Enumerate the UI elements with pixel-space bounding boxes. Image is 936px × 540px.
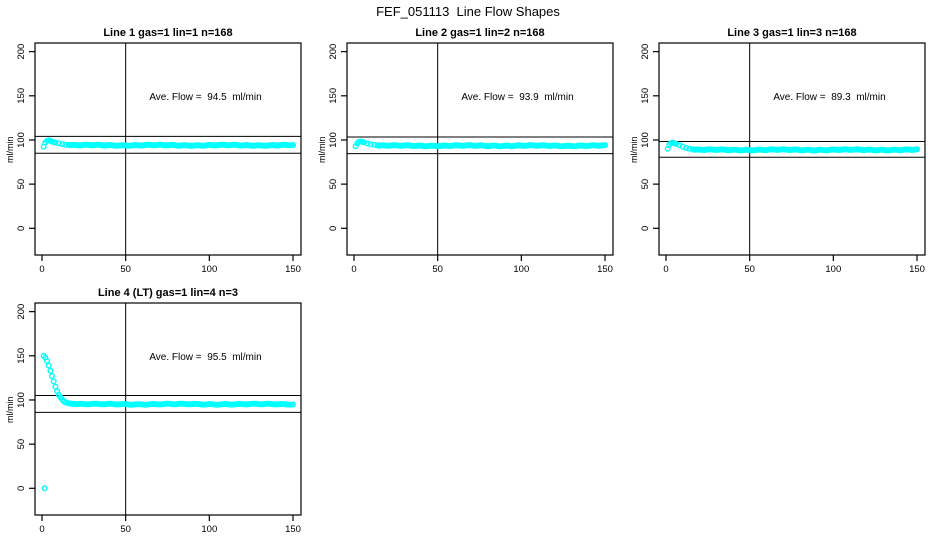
- y-axis-tick-label: 50: [640, 179, 651, 190]
- data-point: [50, 378, 57, 385]
- reference-lines: [35, 43, 301, 255]
- x-axis: 0 50 100 150: [663, 255, 925, 275]
- y-axis-tick-label: 150: [16, 348, 27, 364]
- y-axis-tick-label: 0: [16, 486, 27, 491]
- y-axis-tick-label: 0: [16, 226, 27, 231]
- y-axis-tick-label: 50: [16, 179, 27, 190]
- x-axis: 0 50 100 150: [39, 515, 301, 535]
- y-axis-tick-label: 50: [16, 439, 27, 450]
- x-axis-tick-label: 150: [285, 524, 301, 535]
- x-axis-tick-label: 100: [513, 264, 529, 275]
- panel-title: Line 4 (LT) gas=1 lin=4 n=3: [97, 287, 239, 299]
- ave-flow-annotation: Ave. Flow = 94.5 ml/min: [149, 92, 262, 103]
- y-axis: 0 50 100 150 200: [16, 44, 35, 231]
- x-axis-tick-label: 0: [39, 264, 44, 275]
- y-axis-tick-label: 150: [640, 88, 651, 104]
- data-point: [602, 142, 609, 149]
- data-point: [47, 367, 54, 374]
- y-axis-tick-label: 150: [16, 88, 27, 104]
- x-axis-tick-label: 0: [663, 264, 668, 275]
- data-point: [676, 142, 683, 149]
- y-axis: 0 50 100 150 200: [328, 44, 347, 231]
- data-point: [290, 141, 297, 148]
- data-point: [364, 140, 371, 147]
- data-series: [664, 139, 921, 154]
- panel-line-2: Line 2 gas=1 lin=2 n=168 Ave. Flow = 93.…: [312, 20, 614, 278]
- x-axis-tick-label: 50: [120, 524, 131, 535]
- x-axis: 0 50 100 150: [351, 255, 613, 275]
- x-axis-tick-label: 150: [285, 264, 301, 275]
- y-axis-tick-label: 0: [640, 226, 651, 231]
- panel-title: Line 3 gas=1 lin=3 n=168: [727, 27, 857, 39]
- y-axis-tick-label: 150: [328, 88, 339, 104]
- y-axis-tick-label: 100: [328, 132, 339, 148]
- x-axis-tick-label: 50: [744, 264, 755, 275]
- x-axis-tick-label: 100: [201, 524, 217, 535]
- data-point: [49, 373, 56, 380]
- panel-title: Line 1 gas=1 lin=1 n=168: [103, 27, 233, 39]
- plot-frame: [34, 42, 302, 256]
- plot-frame: [34, 302, 302, 516]
- plot-area: 0 50 100 150 0 50 100 150 200: [328, 42, 614, 275]
- x-axis-tick-label: 150: [597, 264, 613, 275]
- data-point: [41, 485, 48, 492]
- ave-flow-annotation: Ave. Flow = 93.9 ml/min: [461, 92, 574, 103]
- plot-frame: [346, 42, 614, 256]
- y-axis-tick-label: 100: [16, 132, 27, 148]
- plot-area: 0 50 100 150 0 50 100 150 200: [16, 302, 302, 535]
- data-point: [914, 146, 921, 153]
- reference-lines: [35, 303, 301, 515]
- x-axis-tick-label: 150: [909, 264, 925, 275]
- x-axis-tick-label: 100: [825, 264, 841, 275]
- y-axis: 0 50 100 150 200: [16, 304, 35, 491]
- panel-line-3: Line 3 gas=1 lin=3 n=168 Ave. Flow = 89.…: [624, 20, 926, 278]
- data-point: [683, 144, 690, 151]
- y-axis-tick-label: 200: [328, 44, 339, 60]
- y-axis-tick-label: 100: [640, 132, 651, 148]
- data-point: [52, 139, 59, 146]
- data-point: [45, 362, 52, 369]
- x-axis-tick-label: 100: [201, 264, 217, 275]
- panel-line-4: Line 4 (LT) gas=1 lin=4 n=3 Ave. Flow = …: [0, 280, 302, 538]
- data-point: [55, 140, 62, 147]
- data-point: [367, 141, 374, 148]
- data-point: [290, 401, 297, 408]
- y-axis: 0 50 100 150 200: [640, 44, 659, 231]
- plot-frame: [658, 42, 926, 256]
- data-point: [361, 139, 368, 146]
- y-axis-tick-label: 50: [328, 179, 339, 190]
- data-series: [352, 138, 609, 150]
- data-series: [40, 352, 297, 492]
- y-axis-tick-label: 200: [16, 44, 27, 60]
- data-series: [40, 137, 297, 150]
- y-axis-tick-label: 100: [16, 392, 27, 408]
- ave-flow-annotation: Ave. Flow = 89.3 ml/min: [773, 92, 886, 103]
- x-axis-tick-label: 50: [432, 264, 443, 275]
- data-point: [59, 141, 66, 148]
- y-axis-tick-label: 0: [328, 226, 339, 231]
- x-axis: 0 50 100 150: [39, 255, 301, 275]
- ave-flow-annotation: Ave. Flow = 95.5 ml/min: [149, 352, 262, 363]
- panel-line-1: Line 1 gas=1 lin=1 n=168 Ave. Flow = 94.…: [0, 20, 302, 278]
- x-axis-tick-label: 0: [39, 524, 44, 535]
- x-axis-tick-label: 50: [120, 264, 131, 275]
- plot-area: 0 50 100 150 0 50 100 150 200: [16, 42, 302, 275]
- panel-title: Line 2 gas=1 lin=2 n=168: [415, 27, 545, 39]
- y-axis-tick-label: 200: [640, 44, 651, 60]
- page-title: FEF_051113 Line Flow Shapes: [376, 4, 560, 19]
- plot-area: 0 50 100 150 0 50 100 150 200: [640, 42, 926, 275]
- y-axis-tick-label: 200: [16, 304, 27, 320]
- x-axis-tick-label: 0: [351, 264, 356, 275]
